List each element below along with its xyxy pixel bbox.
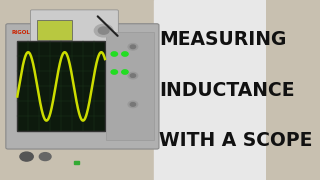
Bar — [154, 0, 266, 180]
Circle shape — [130, 74, 136, 77]
FancyBboxPatch shape — [6, 24, 159, 149]
Text: WITH A SCOPE: WITH A SCOPE — [159, 131, 313, 150]
Text: RIGOL: RIGOL — [12, 30, 31, 35]
Circle shape — [94, 24, 113, 37]
Circle shape — [122, 70, 128, 74]
Circle shape — [128, 72, 138, 79]
Bar — [37, 20, 72, 40]
Circle shape — [128, 44, 138, 50]
Bar — [75, 161, 79, 164]
Circle shape — [39, 153, 51, 161]
Text: INDUCTANCE: INDUCTANCE — [159, 80, 295, 100]
Circle shape — [20, 152, 33, 161]
FancyBboxPatch shape — [31, 10, 118, 51]
Circle shape — [111, 70, 117, 74]
Circle shape — [111, 52, 117, 56]
Bar — [106, 32, 154, 140]
Circle shape — [122, 52, 128, 56]
Text: MEASURING: MEASURING — [159, 30, 287, 49]
Circle shape — [98, 27, 109, 34]
Circle shape — [128, 101, 138, 108]
Circle shape — [130, 45, 136, 49]
Circle shape — [130, 103, 136, 106]
Bar — [17, 41, 105, 131]
